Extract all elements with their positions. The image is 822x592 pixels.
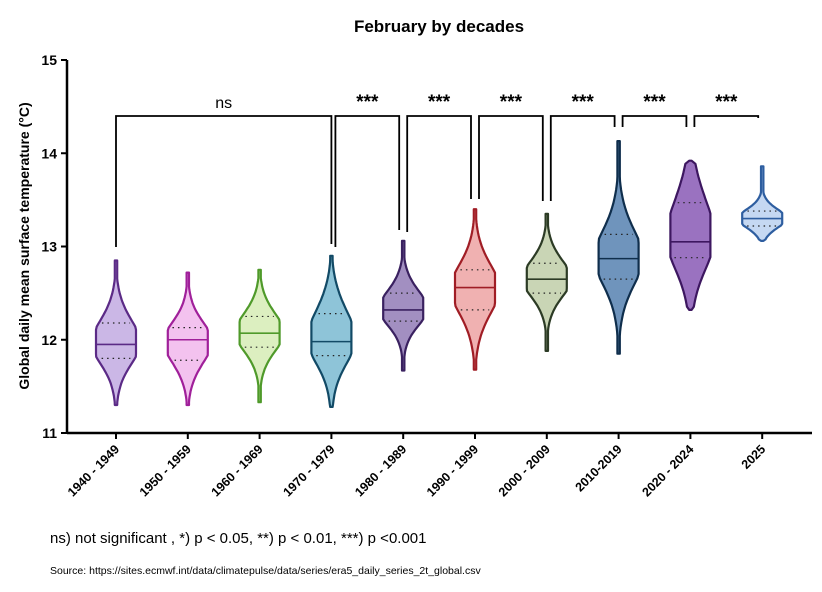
x-tick-label: 2010-2019 [573, 442, 625, 494]
significance-label: *** [643, 92, 666, 113]
violin-body [238, 268, 281, 404]
violin [525, 212, 568, 352]
significance-label: ns [215, 95, 232, 112]
significance-label: *** [572, 92, 595, 113]
violin [453, 208, 497, 371]
source-note: Source: https://sites.ecmwf.int/data/cli… [50, 565, 481, 577]
violin-body [669, 159, 712, 311]
y-tick-label: 15 [41, 52, 57, 68]
violin-body [741, 165, 784, 242]
significance-bracket: ns [115, 95, 333, 247]
x-tick-label: 2025 [739, 442, 769, 472]
significance-bracket: *** [549, 92, 616, 201]
x-tick-label: 1990 - 1999 [424, 442, 481, 499]
violin [94, 259, 138, 407]
bracket-line [478, 115, 544, 201]
bracket-line [621, 115, 688, 127]
violin-body [453, 208, 497, 371]
significance-label: *** [500, 92, 523, 113]
bracket-line [406, 115, 472, 232]
x-tick-label: 1980 - 1989 [352, 442, 409, 499]
significance-brackets: ns *** *** *** *** *** *** [115, 92, 760, 247]
violin-body [382, 239, 425, 372]
bracket-line [549, 115, 616, 201]
violin [741, 165, 784, 242]
violins [94, 140, 784, 408]
violin [597, 140, 640, 355]
significance-bracket: *** [406, 92, 472, 232]
violin-body [166, 271, 209, 407]
violin [238, 268, 281, 404]
x-tick-label: 1960 - 1969 [209, 442, 266, 499]
significance-bracket: *** [334, 92, 401, 247]
y-tick-label: 11 [42, 425, 57, 441]
significance-label: *** [356, 92, 379, 113]
x-tick-label: 1970 - 1979 [280, 442, 337, 499]
violin-body [94, 259, 138, 407]
x-tick-label: 1940 - 1949 [65, 442, 122, 499]
x-tick-label: 2020 - 2024 [639, 442, 696, 499]
significance-bracket: *** [693, 92, 760, 127]
y-tick-label: 13 [41, 239, 57, 255]
violin-body [310, 254, 353, 408]
bracket-line [115, 115, 333, 247]
significance-bracket: *** [621, 92, 688, 127]
y-tick-label: 12 [41, 332, 57, 348]
bracket-line [334, 115, 401, 247]
significance-label: *** [715, 92, 738, 113]
x-tick-label: 2000 - 2009 [496, 442, 553, 499]
significance-label: *** [428, 92, 451, 113]
chart-title: February by decades [354, 17, 524, 36]
bracket-line [693, 115, 760, 127]
violin [310, 254, 353, 408]
violin [382, 239, 425, 372]
significance-bracket: *** [478, 92, 544, 201]
violin-body [597, 140, 640, 355]
x-tick-label: 1950 - 1959 [137, 442, 194, 499]
y-axis-label: Global daily mean surface temperature (°… [16, 102, 32, 389]
y-tick-label: 14 [41, 145, 57, 161]
violin [669, 159, 712, 311]
violin [166, 271, 209, 407]
violin-body [525, 212, 568, 352]
significance-legend-note: ns) not significant , *) p < 0.05, **) p… [50, 530, 427, 547]
